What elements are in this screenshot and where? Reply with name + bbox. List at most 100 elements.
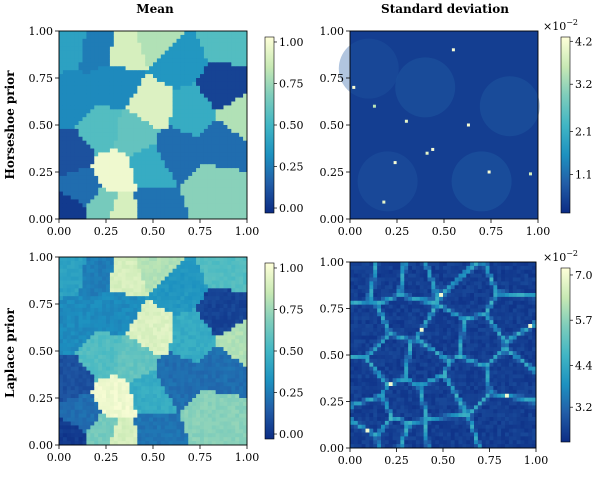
heatmap-cell	[350, 339, 355, 344]
heatmap-cell	[70, 156, 76, 161]
heatmap-cell	[243, 172, 248, 177]
heatmap-cell	[117, 319, 123, 324]
heatmap-cell	[203, 117, 209, 122]
heatmap-cell	[231, 31, 236, 36]
heatmap-cell	[121, 85, 126, 91]
heatmap-cell	[66, 101, 72, 106]
heatmap-cell	[109, 260, 115, 266]
heatmap-cell	[160, 152, 166, 157]
heatmap-cell	[86, 307, 91, 313]
heatmap-cell	[361, 262, 366, 267]
heatmap-cell	[164, 425, 170, 430]
heatmap-cell	[90, 199, 95, 204]
heatmap-cell	[239, 382, 244, 387]
heatmap-cell	[243, 260, 248, 266]
heatmap-cell	[180, 257, 185, 262]
heatmap-cell	[188, 401, 193, 407]
heatmap-cell	[357, 413, 363, 418]
heatmap-cell	[196, 311, 201, 317]
heatmap-cell	[141, 409, 146, 415]
heatmap-cell	[106, 386, 111, 391]
heatmap-cell	[184, 382, 189, 387]
heatmap-cell	[145, 327, 150, 332]
heatmap-cell	[121, 203, 126, 208]
heatmap-cell	[357, 269, 363, 275]
heatmap-cell	[215, 374, 220, 379]
heatmap-cell	[188, 429, 193, 434]
heatmap-cell	[137, 66, 142, 71]
heatmap-cell	[125, 398, 130, 403]
heatmap-cell	[117, 366, 123, 371]
heatmap-cell	[353, 362, 359, 368]
heatmap-cell	[102, 394, 107, 399]
heatmap-cell	[239, 195, 244, 200]
heatmap-cell	[90, 97, 95, 102]
heatmap-cell	[211, 386, 217, 391]
heatmap-cell	[149, 191, 154, 196]
heatmap-cell	[74, 307, 79, 313]
heatmap-cell	[176, 276, 181, 281]
heatmap-cell	[153, 70, 158, 75]
heatmap-cell	[62, 66, 68, 71]
heatmap-cell	[153, 46, 158, 51]
heatmap-cell	[192, 187, 197, 192]
heatmap-cell	[113, 382, 119, 387]
heatmap-cell	[211, 354, 217, 360]
heatmap-cell	[172, 81, 177, 87]
heatmap-cell	[168, 70, 173, 75]
heatmap-cell	[141, 257, 146, 262]
heatmap-cell	[102, 105, 107, 110]
heatmap-cell	[82, 433, 87, 438]
heatmap-cell	[106, 175, 111, 181]
heatmap-cell	[113, 191, 119, 196]
heatmap-cell	[184, 401, 189, 407]
heatmap-cell	[78, 386, 83, 391]
heatmap-cell	[133, 42, 138, 48]
heatmap-cell	[156, 374, 162, 379]
heatmap-cell	[235, 280, 240, 285]
heatmap-cell	[223, 187, 228, 192]
heatmap-cell	[200, 374, 205, 379]
heatmap-cell	[113, 311, 119, 317]
heatmap-cell	[156, 144, 162, 149]
heatmap-cell	[94, 175, 99, 181]
heatmap-cell	[90, 323, 95, 328]
heatmap-cell	[90, 413, 95, 418]
heatmap-cell	[231, 78, 236, 83]
heatmap-cell	[207, 304, 213, 309]
heatmap-cell	[94, 105, 99, 110]
heatmap-cell	[66, 390, 72, 395]
x-tick-label: 0.00	[47, 451, 72, 464]
heatmap-cell	[66, 315, 72, 321]
heatmap-cell	[235, 284, 240, 289]
heatmap-cell	[243, 164, 248, 169]
heatmap-cell	[211, 311, 217, 317]
heatmap-cell	[196, 409, 201, 415]
heatmap-cell	[196, 354, 201, 360]
heatmap-cell	[227, 152, 232, 157]
heatmap-cell	[231, 168, 236, 173]
heatmap-cell	[188, 34, 193, 40]
heatmap-cell	[74, 378, 79, 383]
heatmap-cell	[66, 78, 72, 83]
heatmap-cell	[121, 46, 126, 51]
heatmap-cell	[188, 268, 193, 274]
heatmap-cell	[172, 140, 177, 145]
heatmap-cell	[113, 323, 119, 328]
heatmap-cell	[94, 117, 99, 122]
heatmap-cell	[207, 93, 213, 98]
heatmap-cell	[192, 257, 197, 262]
heatmap-cell	[70, 164, 76, 169]
heatmap-cell	[82, 417, 87, 422]
heatmap-cell	[357, 424, 363, 430]
heatmap-cell	[149, 374, 154, 379]
heatmap-cell	[164, 398, 170, 403]
heatmap-cell	[94, 288, 99, 293]
heatmap-cell	[98, 215, 103, 220]
heatmap-cell	[219, 351, 224, 356]
heatmap-cell	[239, 272, 244, 277]
heatmap-cell	[215, 276, 220, 281]
heatmap-cell	[196, 382, 201, 387]
heatmap-cell	[113, 42, 119, 48]
heatmap-cell	[160, 307, 166, 313]
